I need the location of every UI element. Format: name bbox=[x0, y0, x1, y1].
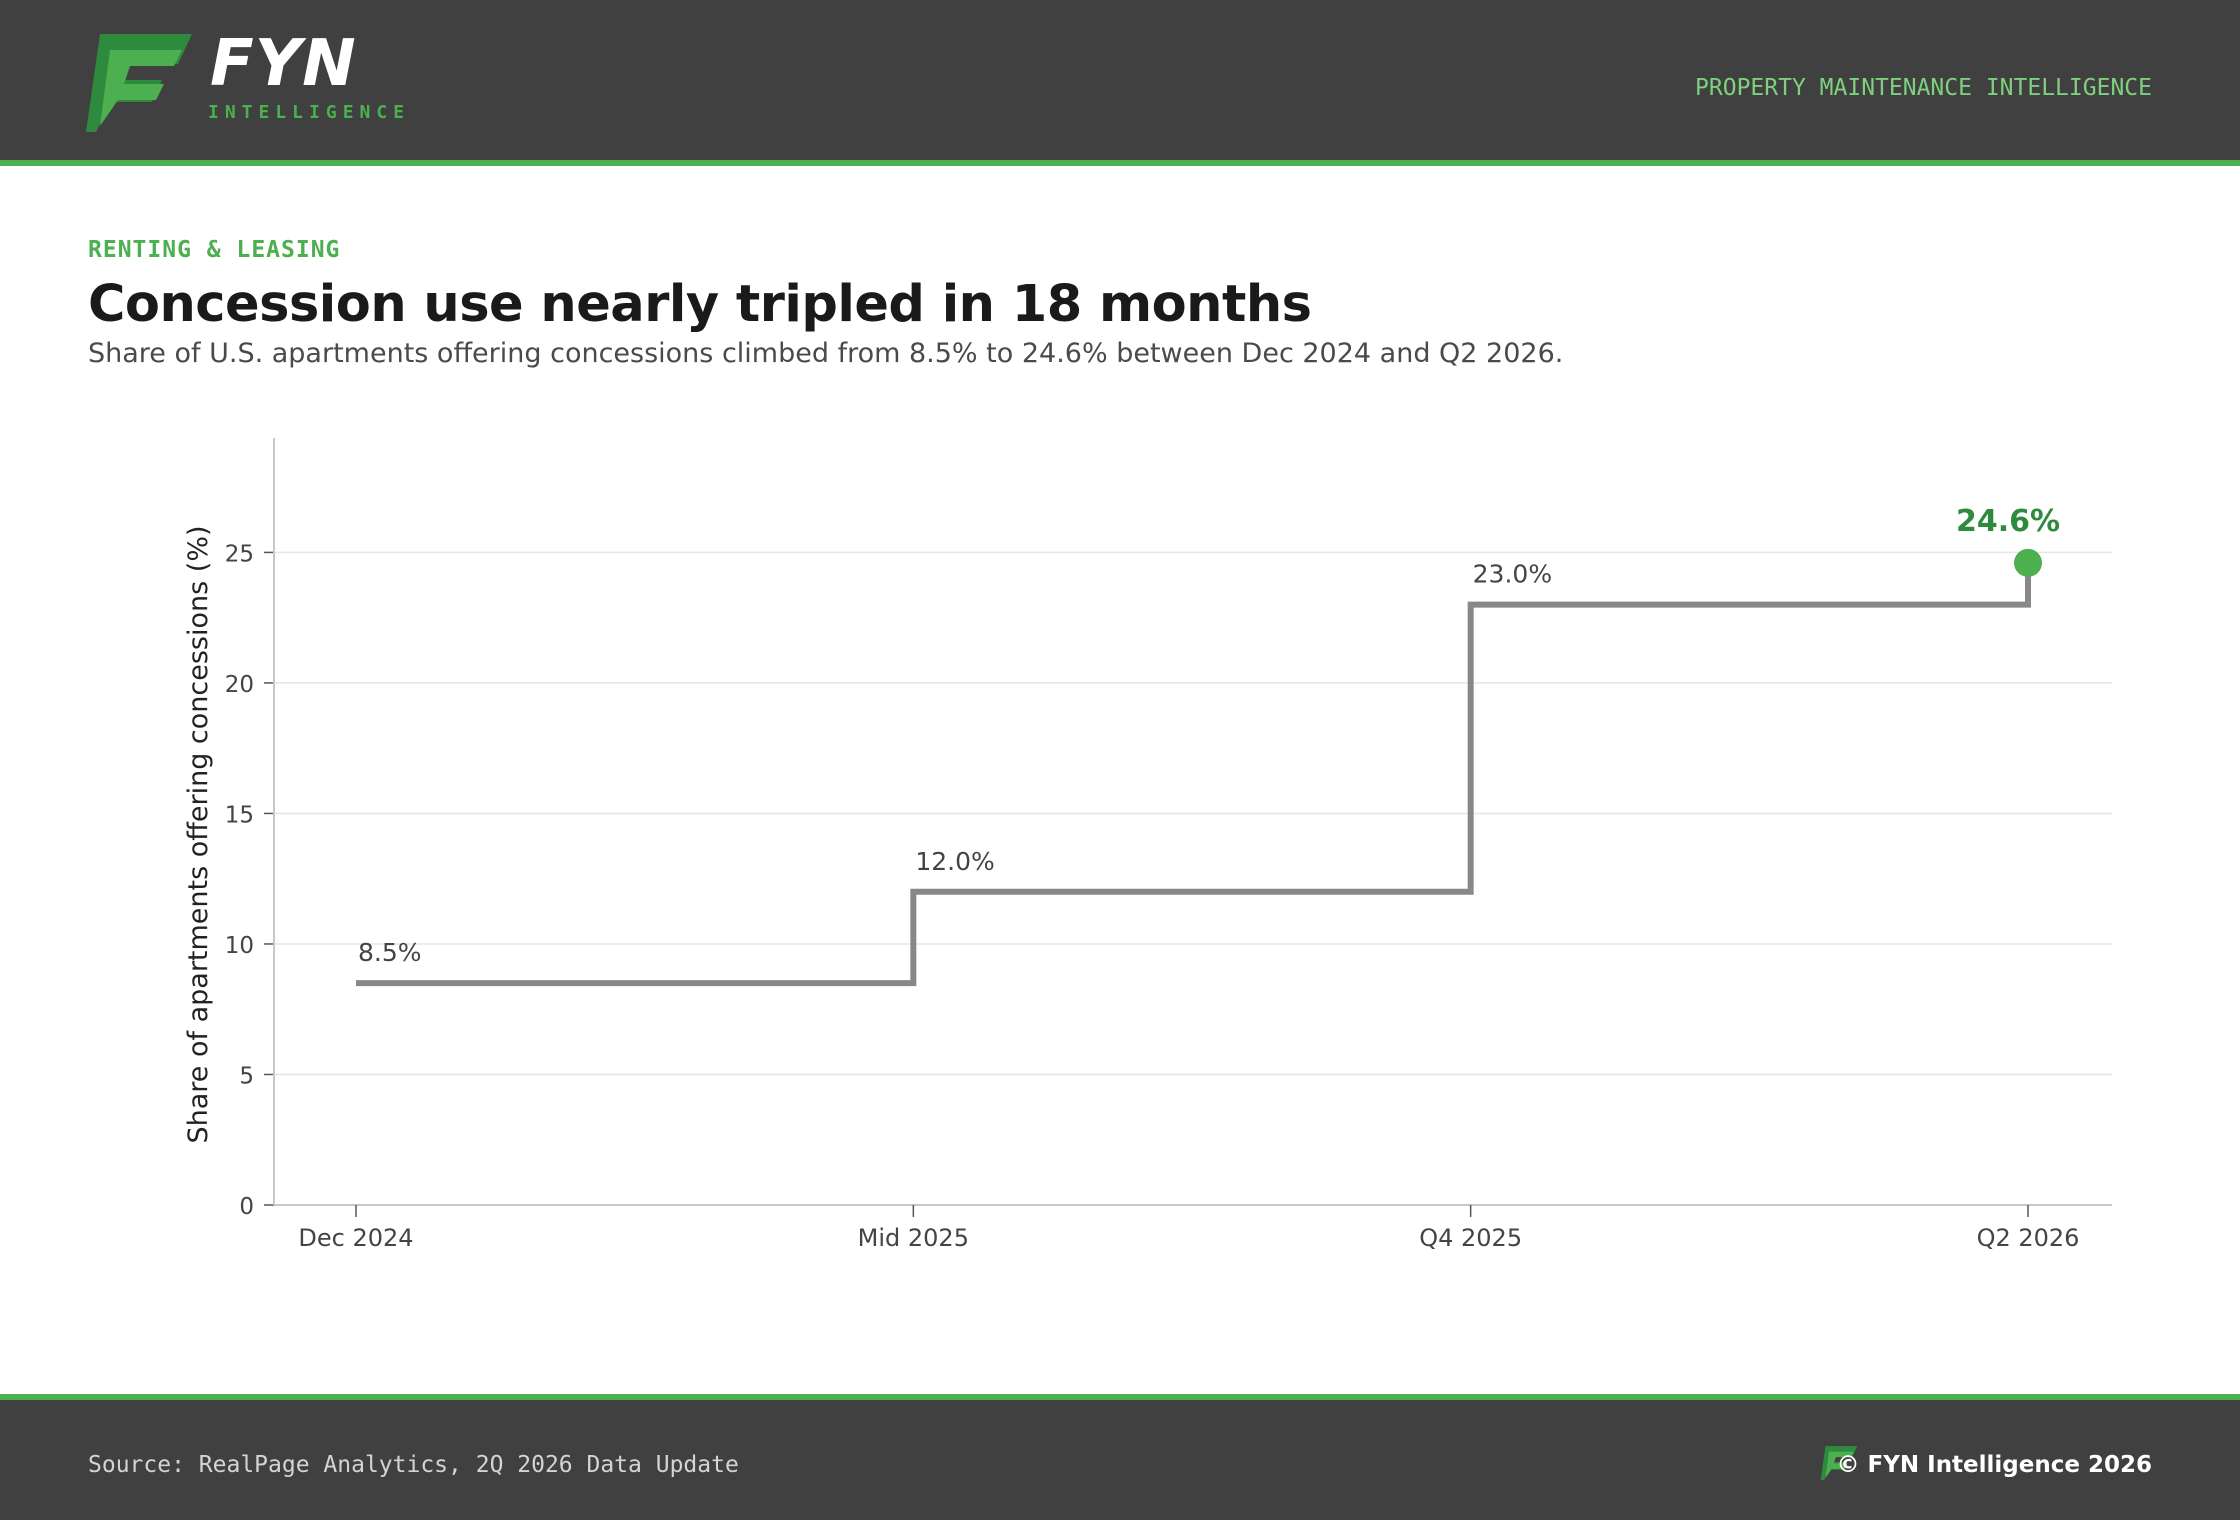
section-eyebrow: RENTING & LEASING bbox=[88, 237, 341, 263]
page-subtitle: Share of U.S. apartments offering conces… bbox=[88, 338, 1564, 369]
x-tick-label: Q4 2025 bbox=[1419, 1224, 1522, 1252]
y-tick-label: 5 bbox=[239, 1063, 254, 1089]
highlight-point bbox=[2014, 548, 2042, 577]
x-tick-label: Mid 2025 bbox=[858, 1224, 969, 1252]
y-tick-label: 25 bbox=[225, 541, 254, 567]
y-tick-label: 15 bbox=[225, 802, 254, 828]
concession-step-chart: 0 5 10 15 20 25 Dec 2024 Mid 2025 Q4 2025 Q2 2026… bbox=[183, 438, 2112, 1252]
series-step-line bbox=[356, 562, 2031, 987]
x-tick-label: Dec 2024 bbox=[298, 1224, 413, 1252]
copyright: © FYN Intelligence 2026 bbox=[1836, 1452, 2153, 1478]
data-label-highlight: 24.6% bbox=[1956, 504, 2060, 539]
y-tick-label: 0 bbox=[239, 1194, 254, 1220]
data-label: 8.5% bbox=[358, 938, 422, 967]
page-title: Concession use nearly tripled in 18 mont… bbox=[88, 275, 1312, 334]
header-tagline: PROPERTY MAINTENANCE INTELLIGENCE bbox=[1695, 75, 2152, 101]
fyn-f-logo-small-icon bbox=[1820, 1446, 1858, 1480]
y-tick-label: 10 bbox=[225, 933, 254, 959]
source-note: Source: RealPage Analytics, 2Q 2026 Data… bbox=[88, 1452, 739, 1478]
brand-subtitle: INTELLIGENCE bbox=[208, 102, 411, 123]
header-accent-rule bbox=[0, 160, 2240, 166]
footer-accent-rule bbox=[0, 1394, 2240, 1400]
x-tick-label: Q2 2026 bbox=[1977, 1224, 2080, 1252]
data-label: 23.0% bbox=[1473, 560, 1552, 589]
y-tick-label: 20 bbox=[225, 672, 254, 698]
data-label: 12.0% bbox=[915, 847, 994, 876]
y-axis-label: Share of apartments offering concessions… bbox=[183, 525, 214, 1143]
footer-bar bbox=[0, 1400, 2240, 1520]
brand-name: FYN bbox=[210, 27, 357, 101]
fyn-f-logo-icon bbox=[86, 34, 192, 132]
header-bar bbox=[0, 0, 2240, 160]
